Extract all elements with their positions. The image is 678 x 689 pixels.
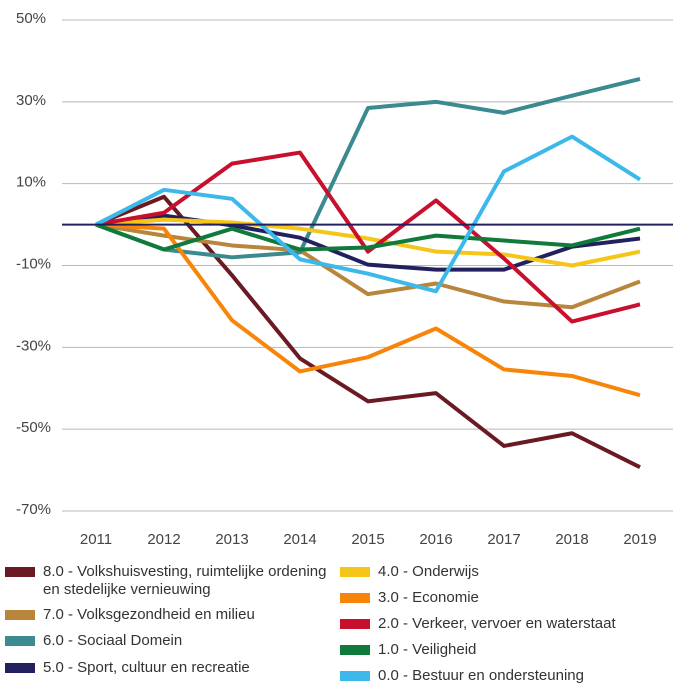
legend-swatch <box>340 671 370 681</box>
x-tick-label: 2013 <box>215 531 248 548</box>
y-tick-label: 10% <box>16 174 46 191</box>
series-line <box>95 76 641 260</box>
legend-item: 4.0 - Onderwijs <box>340 563 668 581</box>
x-tick-label: 2018 <box>555 531 588 548</box>
legend-label: 3.0 - Economie <box>378 589 479 606</box>
legend-item: 5.0 - Sport, cultuur en recreatie <box>5 659 333 677</box>
y-tick-label: 30% <box>16 92 46 109</box>
legend-label: 7.0 - Volksgezondheid en milieu <box>43 606 255 623</box>
legend-swatch <box>5 610 35 620</box>
legend-label: 2.0 - Verkeer, vervoer en waterstaat <box>378 615 616 632</box>
x-tick-label: 2011 <box>80 531 112 548</box>
x-tick-label: 2019 <box>623 531 656 548</box>
series-line <box>95 217 641 268</box>
legend-swatch <box>5 636 35 646</box>
y-tick-label: -70% <box>16 501 51 518</box>
legend-item: 0.0 - Bestuur en ondersteuning <box>340 667 668 685</box>
x-tick-label: 2012 <box>147 531 180 548</box>
legend-swatch <box>340 645 370 655</box>
series-line <box>95 222 641 252</box>
legend-item: 6.0 - Sociaal Domein <box>5 632 333 650</box>
legend-swatch <box>340 567 370 577</box>
legend-item: 8.0 - Volkshuisvesting, ruimtelijke orde… <box>5 563 333 599</box>
y-tick-label: -10% <box>16 255 51 272</box>
series-line <box>95 222 641 310</box>
series-line <box>95 222 641 398</box>
legend-label: 4.0 - Onderwijs <box>378 563 479 580</box>
series-line <box>95 134 642 294</box>
y-tick-label: -50% <box>16 419 51 436</box>
legend-swatch <box>5 663 35 673</box>
legend-swatch <box>340 619 370 629</box>
legend-swatch <box>340 593 370 603</box>
x-tick-label: 2015 <box>351 531 384 548</box>
y-tick-label: -30% <box>16 337 51 354</box>
series-line <box>95 150 641 324</box>
x-tick-label: 2017 <box>487 531 520 548</box>
legend-label: 1.0 - Veiligheid <box>378 641 477 658</box>
legend-label: 0.0 - Bestuur en ondersteuning <box>378 667 584 684</box>
y-tick-label: 50% <box>16 10 46 27</box>
legend-label: 8.0 - Volkshuisvesting, ruimtelijke orde… <box>43 563 327 598</box>
x-tick-label: 2016 <box>419 531 452 548</box>
x-tick-label: 2014 <box>283 531 316 548</box>
legend-item: 3.0 - Economie <box>340 589 668 607</box>
legend-item: 2.0 - Verkeer, vervoer en waterstaat <box>340 615 668 633</box>
legend-item: 1.0 - Veiligheid <box>340 641 668 659</box>
legend-label: 5.0 - Sport, cultuur en recreatie <box>43 659 250 676</box>
series-line <box>95 194 641 470</box>
legend-label: 6.0 - Sociaal Domein <box>43 632 183 649</box>
legend-swatch <box>5 567 35 577</box>
legend-item: 7.0 - Volksgezondheid en milieu <box>5 606 333 624</box>
